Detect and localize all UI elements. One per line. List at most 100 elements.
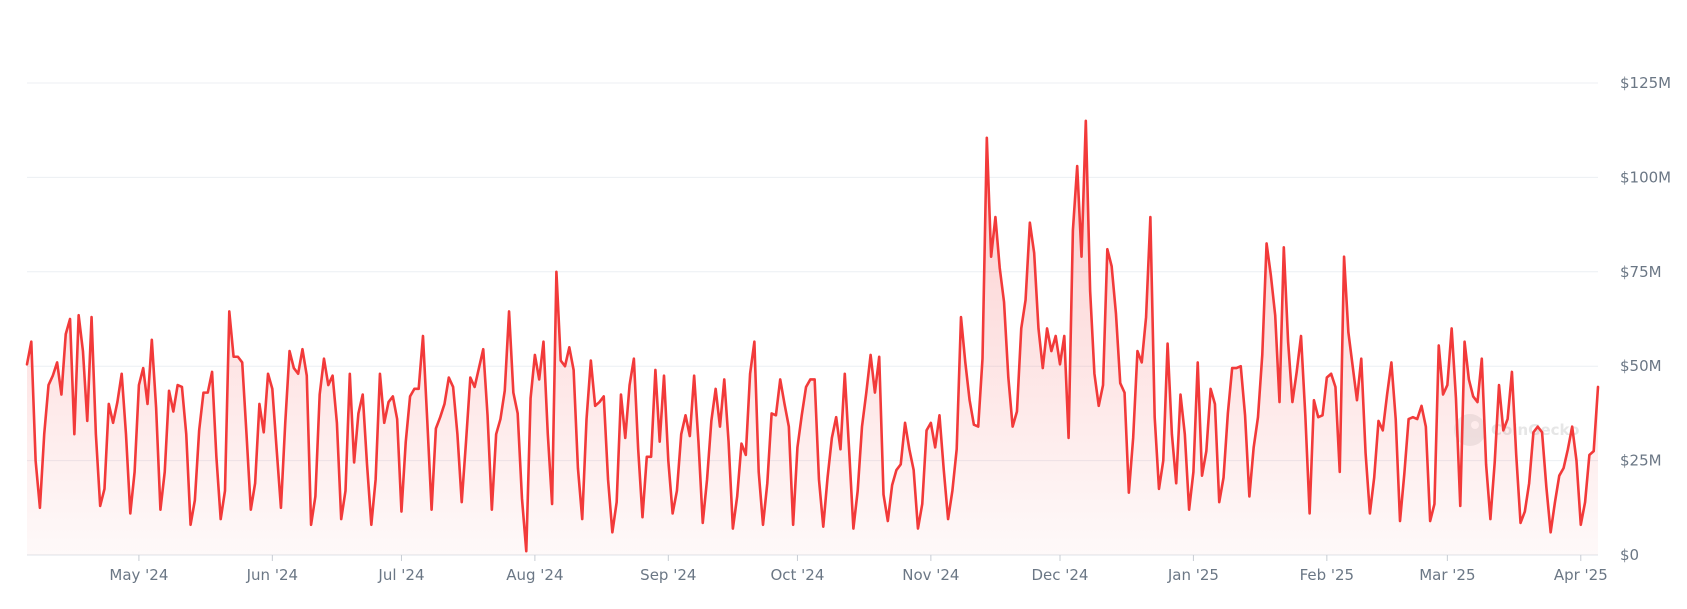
data-point bbox=[1028, 221, 1031, 224]
data-point bbox=[249, 508, 252, 511]
data-point bbox=[1235, 367, 1238, 369]
data-point bbox=[176, 384, 179, 386]
x-tick-label: May '24 bbox=[109, 566, 168, 584]
data-point bbox=[77, 314, 80, 317]
data-point bbox=[878, 355, 881, 358]
data-point bbox=[56, 361, 59, 364]
x-tick-label: Jan '25 bbox=[1167, 566, 1219, 584]
data-point bbox=[1429, 520, 1432, 522]
data-point bbox=[710, 420, 713, 422]
data-point bbox=[818, 478, 820, 481]
data-point bbox=[1244, 414, 1246, 417]
data-point bbox=[133, 471, 136, 473]
data-point bbox=[1067, 437, 1070, 439]
data-point bbox=[443, 403, 446, 405]
data-point bbox=[447, 376, 450, 379]
data-point bbox=[1261, 353, 1264, 356]
data-point bbox=[1446, 384, 1449, 386]
data-point bbox=[529, 397, 532, 400]
data-point bbox=[1239, 365, 1242, 368]
data-point bbox=[904, 421, 906, 424]
data-point bbox=[344, 489, 347, 492]
data-point bbox=[30, 340, 33, 343]
data-point bbox=[572, 369, 575, 371]
data-point bbox=[116, 401, 119, 403]
data-point bbox=[1106, 248, 1109, 251]
data-point bbox=[275, 448, 278, 451]
data-point bbox=[1511, 370, 1513, 373]
data-point bbox=[1011, 425, 1014, 428]
data-point bbox=[516, 412, 519, 415]
data-point bbox=[848, 448, 850, 451]
data-point bbox=[94, 433, 97, 436]
data-point bbox=[125, 433, 127, 436]
data-point bbox=[973, 423, 975, 426]
data-point bbox=[396, 418, 399, 420]
data-point bbox=[1442, 393, 1444, 396]
data-point bbox=[723, 378, 726, 381]
data-point bbox=[473, 386, 476, 388]
data-point bbox=[521, 497, 523, 500]
data-point bbox=[267, 372, 269, 375]
data-point bbox=[1110, 265, 1113, 268]
data-point bbox=[292, 367, 295, 369]
data-point bbox=[886, 520, 889, 522]
data-point bbox=[1584, 501, 1586, 504]
data-point bbox=[800, 414, 803, 417]
data-point bbox=[525, 550, 528, 553]
data-point bbox=[701, 522, 704, 524]
data-point bbox=[469, 376, 472, 379]
data-point bbox=[1399, 520, 1401, 522]
data-point bbox=[426, 420, 429, 422]
data-point bbox=[1020, 327, 1023, 330]
data-point bbox=[258, 403, 261, 405]
data-point bbox=[159, 508, 162, 511]
data-point bbox=[1209, 387, 1212, 390]
data-point bbox=[697, 440, 700, 443]
data-point bbox=[1076, 165, 1079, 167]
x-tick-label: Apr '25 bbox=[1554, 566, 1608, 584]
data-point bbox=[628, 384, 631, 386]
data-point bbox=[559, 359, 562, 362]
data-point bbox=[1170, 433, 1173, 436]
data-point bbox=[1278, 401, 1281, 403]
data-point bbox=[1579, 523, 1582, 526]
data-point bbox=[671, 512, 674, 515]
data-point bbox=[490, 508, 493, 511]
data-point bbox=[654, 369, 657, 371]
data-point bbox=[796, 446, 799, 449]
data-point bbox=[1149, 216, 1152, 218]
data-point bbox=[1205, 450, 1208, 453]
data-point bbox=[1416, 418, 1419, 420]
data-point bbox=[47, 384, 50, 386]
data-point bbox=[1536, 425, 1539, 428]
data-point bbox=[1325, 376, 1328, 379]
data-point bbox=[757, 471, 760, 473]
y-tick-label: $0 bbox=[1620, 546, 1639, 564]
data-point bbox=[1024, 299, 1027, 302]
data-point bbox=[193, 499, 196, 502]
data-point bbox=[1166, 342, 1169, 345]
data-point bbox=[787, 425, 790, 428]
data-point bbox=[1175, 482, 1178, 485]
data-point bbox=[1476, 401, 1479, 403]
data-point bbox=[254, 482, 257, 485]
data-point bbox=[1201, 474, 1203, 477]
data-point bbox=[719, 425, 721, 428]
data-point bbox=[460, 501, 463, 504]
data-point bbox=[357, 412, 360, 415]
data-point bbox=[60, 393, 63, 396]
data-point bbox=[1523, 510, 1526, 513]
data-point bbox=[1196, 361, 1199, 364]
data-point bbox=[1304, 414, 1307, 417]
data-point bbox=[1515, 454, 1518, 456]
data-point bbox=[120, 372, 123, 375]
data-point bbox=[1097, 404, 1100, 407]
data-point bbox=[1059, 363, 1061, 366]
data-point bbox=[331, 374, 334, 377]
data-point bbox=[1308, 512, 1311, 515]
data-point bbox=[1145, 316, 1147, 319]
data-point bbox=[370, 523, 373, 526]
data-point bbox=[1545, 486, 1548, 488]
